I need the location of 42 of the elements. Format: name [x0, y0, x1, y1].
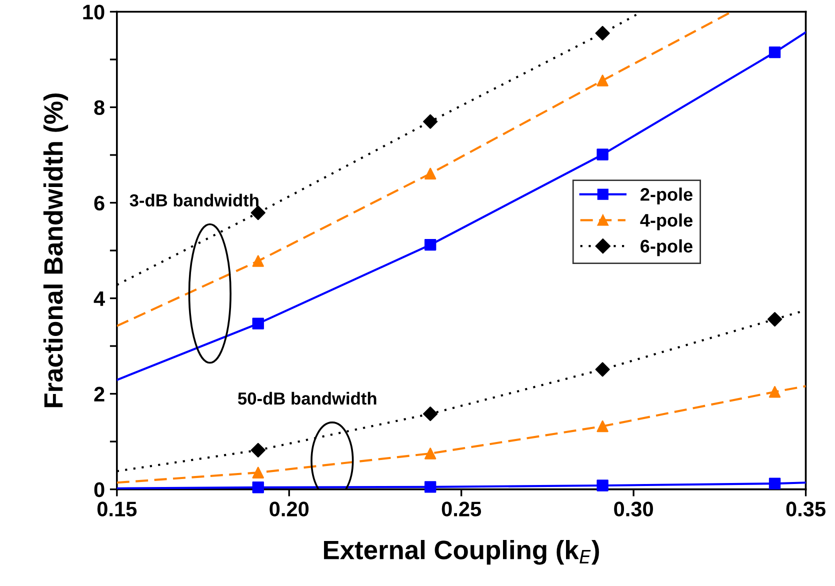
- legend-label: 6-pole: [640, 239, 692, 256]
- y-tick-label: 8: [94, 100, 104, 115]
- point: [596, 148, 608, 160]
- point: [596, 420, 608, 432]
- point: [250, 442, 266, 458]
- x-axis-title: External Coupling (k$_{E}$): [324, 540, 599, 565]
- point: [595, 26, 610, 40]
- x-tick-label: 0.15: [97, 502, 137, 516]
- y-axis-title: Fractional Bandwidth (%): [43, 93, 68, 408]
- point: [768, 386, 781, 398]
- point: [767, 312, 782, 327]
- y-tick-label: 0: [94, 482, 104, 498]
- y-tick-label: 10: [83, 4, 104, 20]
- point: [768, 46, 781, 58]
- y-tick-label: 6: [94, 196, 104, 211]
- line-series: [116, 385, 806, 484]
- point: [252, 466, 264, 478]
- point: [252, 482, 264, 494]
- point: [250, 206, 266, 220]
- y-tick-label: 4: [94, 291, 105, 306]
- point: [596, 480, 608, 492]
- point: [252, 255, 264, 267]
- point: [768, 478, 781, 490]
- x-tick-label: 0.35: [786, 502, 826, 516]
- y-tick-label: 2: [94, 386, 104, 402]
- x-tick-label: 0.25: [442, 502, 482, 516]
- x-tick-label: 0.20: [270, 502, 309, 516]
- point: [595, 362, 610, 377]
- annotation: 3-dB bandwidth: [130, 194, 258, 207]
- point: [424, 448, 436, 460]
- point: [252, 318, 264, 330]
- point: [423, 114, 438, 129]
- line-series: [116, 31, 806, 381]
- point: [424, 238, 436, 251]
- x-tick-label: 0.30: [614, 502, 653, 516]
- point: [423, 406, 438, 422]
- legend-label: 4-pole: [640, 213, 692, 230]
- annotation: 50-dB bandwidth: [238, 392, 376, 405]
- point: [424, 168, 436, 180]
- point: [596, 74, 608, 86]
- legend-label: 2-pole: [640, 188, 692, 204]
- point: [424, 481, 436, 493]
